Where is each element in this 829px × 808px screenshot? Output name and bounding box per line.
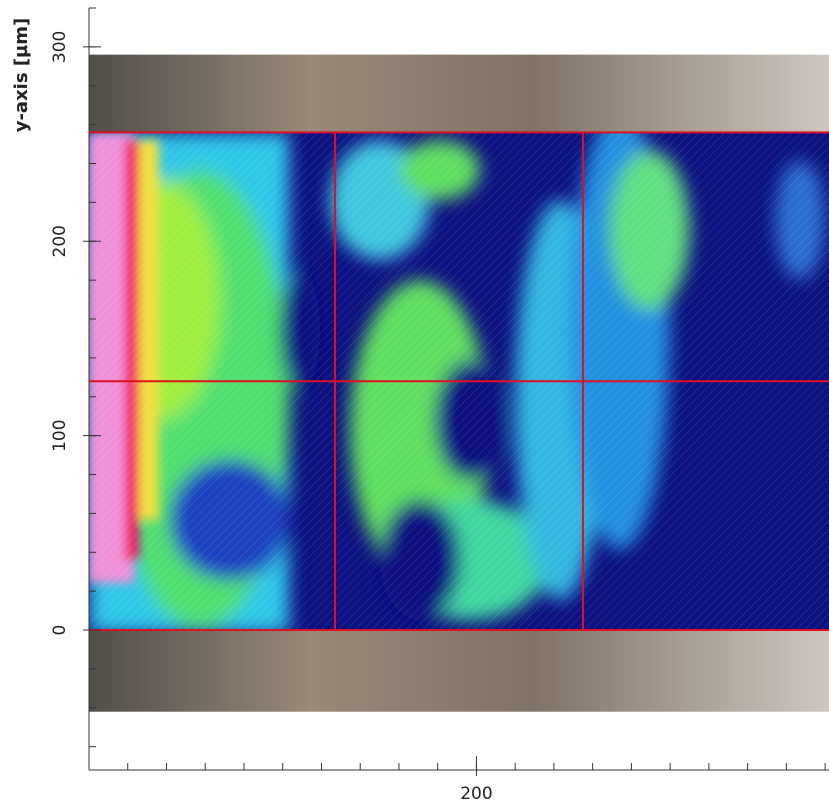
chart: 0 100 200 300 200 y-axis [µm]: [0, 0, 829, 808]
y-tick-label: 100: [50, 419, 70, 451]
y-tick-label: 0: [50, 625, 70, 636]
y-axis-label: y-axis [µm]: [11, 18, 32, 133]
y-tick-label: 300: [50, 31, 70, 63]
heatmap: [89, 110, 829, 633]
x-tick-label: 200: [460, 784, 492, 804]
y-tick-label: 200: [50, 225, 70, 257]
